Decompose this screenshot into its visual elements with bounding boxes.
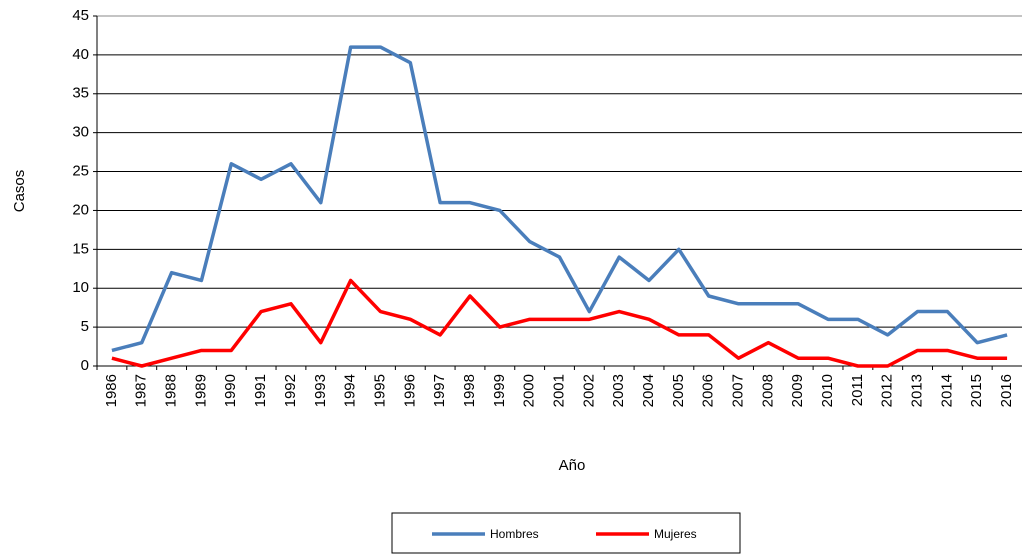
line-series (111, 278, 1008, 368)
x-tick-label: 1996 (401, 374, 418, 407)
y-axis-label: Casos (11, 170, 28, 213)
legend (391, 512, 741, 554)
x-tick-label: 1995 (371, 374, 388, 407)
y-tick-label: 15 (72, 240, 89, 257)
x-tick-label: 2012 (879, 374, 896, 407)
y-tick-label: 25 (72, 163, 89, 180)
x-tick-label: 2004 (640, 374, 657, 407)
x-tick-label: 2001 (550, 374, 567, 407)
y-tick-label: 40 (72, 46, 89, 63)
x-axis-label: Año (559, 457, 586, 474)
x-tick-label: 2007 (730, 374, 747, 407)
x-tick-label: 2014 (938, 374, 955, 407)
y-tick-label: 10 (72, 279, 89, 296)
x-tick-label: 1990 (222, 374, 239, 407)
y-tick-label: 5 (81, 318, 89, 335)
x-tick-label: 2013 (909, 374, 926, 407)
x-tick-label: 2006 (700, 374, 717, 407)
x-tick-label: 2015 (968, 374, 985, 407)
x-tick-label: 1987 (133, 374, 150, 407)
x-tick-label: 1989 (192, 374, 209, 407)
x-tick-label: 1997 (431, 374, 448, 407)
y-tick-label: 20 (72, 201, 89, 218)
x-tick-label: 2005 (670, 374, 687, 407)
x-tick-label: 2002 (580, 374, 597, 407)
y-tick-label: 30 (72, 124, 89, 141)
x-tick-label: 2011 (849, 374, 866, 406)
x-tick-label: 2010 (819, 374, 836, 407)
y-tick-label: 45 (72, 7, 89, 24)
y-tick-label: 0 (81, 357, 89, 374)
x-tick-label: 1988 (163, 374, 180, 407)
x-tick-label: 1994 (342, 374, 359, 407)
x-tick-label: 1992 (282, 374, 299, 407)
legend-label: Mujeres (654, 527, 697, 541)
x-tick-label: 1999 (491, 374, 508, 407)
x-tick-label: 2000 (521, 374, 538, 407)
x-tick-label: 1986 (103, 374, 120, 407)
x-tick-label: 2009 (789, 374, 806, 407)
x-tick-label: 2008 (759, 374, 776, 407)
y-tick-label: 35 (72, 85, 89, 102)
x-tick-label: 1991 (252, 374, 269, 407)
x-tick-label: 1993 (312, 374, 329, 407)
x-tick-label: 2003 (610, 374, 627, 407)
legend-label: Hombres (490, 527, 539, 541)
x-tick-label: 2016 (998, 374, 1015, 407)
x-tick-label: 1998 (461, 374, 478, 407)
line-series (111, 45, 1008, 353)
